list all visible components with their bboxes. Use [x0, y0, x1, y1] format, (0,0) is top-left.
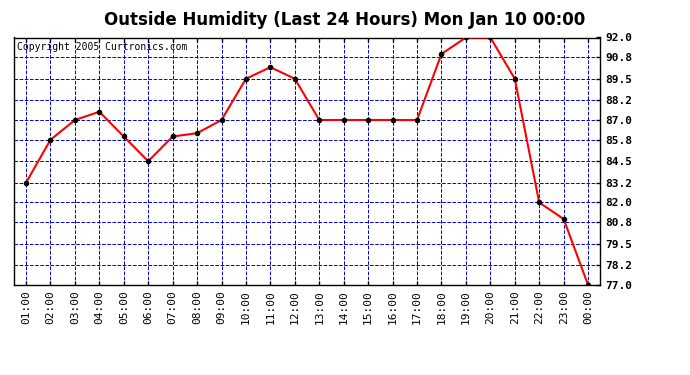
- Text: Copyright 2005 Curtronics.com: Copyright 2005 Curtronics.com: [17, 42, 187, 52]
- Text: Outside Humidity (Last 24 Hours) Mon Jan 10 00:00: Outside Humidity (Last 24 Hours) Mon Jan…: [104, 11, 586, 29]
